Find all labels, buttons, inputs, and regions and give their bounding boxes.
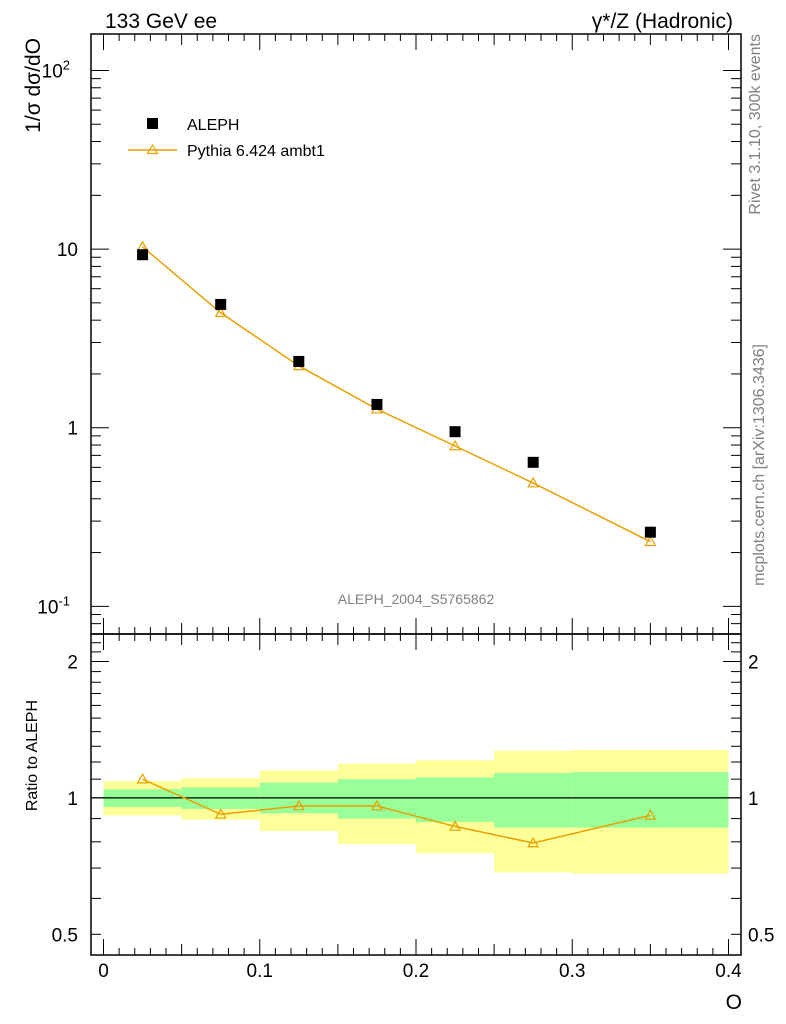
ratio-y-tick-label-right: 2: [748, 652, 759, 673]
aleph-point: [449, 426, 461, 438]
x-axis-title: O: [726, 991, 742, 1014]
main-ylabel: 1/σ dσ/dO: [22, 38, 45, 133]
pythia-point: [449, 439, 462, 451]
ratio-pythia-line: [142, 778, 651, 844]
main-series: [136, 240, 657, 547]
legend-label-pythia: Pythia 6.424 ambt1: [187, 143, 325, 160]
ratio-bands: [103, 750, 729, 874]
pythia-line: [142, 246, 651, 543]
x-tick-label: 0.1: [247, 961, 273, 982]
ratio-y-tick-label-right: 0.5: [748, 925, 774, 946]
analysis-label: ALEPH_2004_S5765862: [338, 591, 495, 607]
aleph-point: [371, 398, 383, 410]
right-title: γ*/Z (Hadronic): [592, 10, 733, 33]
main-y-tick-label: 1: [67, 419, 78, 440]
pythia-point: [214, 306, 227, 318]
legend: ALEPH Pythia 6.424 ambt1: [128, 117, 325, 160]
pythia-point: [527, 476, 540, 488]
ratio-band-inner: [494, 772, 573, 828]
ratio-pythia-point: [370, 799, 383, 811]
aleph-point: [137, 249, 149, 261]
ratio-band-inner: [572, 772, 729, 828]
legend-label-aleph: ALEPH: [187, 117, 239, 134]
mcplots-label: mcplots.cern.ch [arXiv:1306.3436]: [751, 344, 768, 586]
x-tick-label: 0.3: [559, 961, 585, 982]
x-tick-label: 0.2: [403, 961, 429, 982]
x-tick-label: 0.4: [715, 961, 742, 982]
axes: 0 0.1 0.2 0.3 0.4 10-1 1 10 102 0.5 0.5 1 1 2 2: [37, 33, 774, 982]
main-y-tick-label: 102: [42, 57, 70, 82]
x-tick-label: 0: [98, 961, 109, 982]
ratio-pythia-point: [136, 772, 149, 784]
ratio-pythia-point: [527, 836, 540, 848]
ratio-ylabel: Ratio to ALEPH: [24, 700, 41, 811]
ratio-pythia-point: [449, 820, 462, 831]
rivet-label: Rivet 3.1.10, 300k events: [747, 34, 764, 215]
ratio-y-tick-label-right: 1: [748, 789, 759, 810]
aleph-point: [293, 355, 305, 367]
ratio-y-tick-label-left: 2: [67, 652, 78, 673]
legend-marker-pythia: [146, 143, 159, 155]
aleph-point: [527, 456, 539, 468]
pythia-point: [644, 535, 657, 547]
ratio-pythia-point: [644, 809, 657, 820]
ratio-series: [136, 772, 657, 848]
ratio-band-inner: [416, 777, 495, 822]
aleph-point: [644, 526, 656, 538]
ratio-y-tick-label-left: 1: [67, 789, 78, 810]
left-title: 133 GeV ee: [105, 10, 217, 33]
ratio-pythia-point: [292, 799, 305, 811]
aleph-point: [215, 298, 227, 310]
legend-marker-aleph: [147, 118, 158, 129]
ratio-pythia-point: [214, 808, 227, 819]
main-y-tick-label: 10: [57, 240, 78, 261]
main-y-tick-label: 10-1: [37, 593, 70, 618]
ratio-y-tick-label-left: 0.5: [52, 925, 78, 946]
